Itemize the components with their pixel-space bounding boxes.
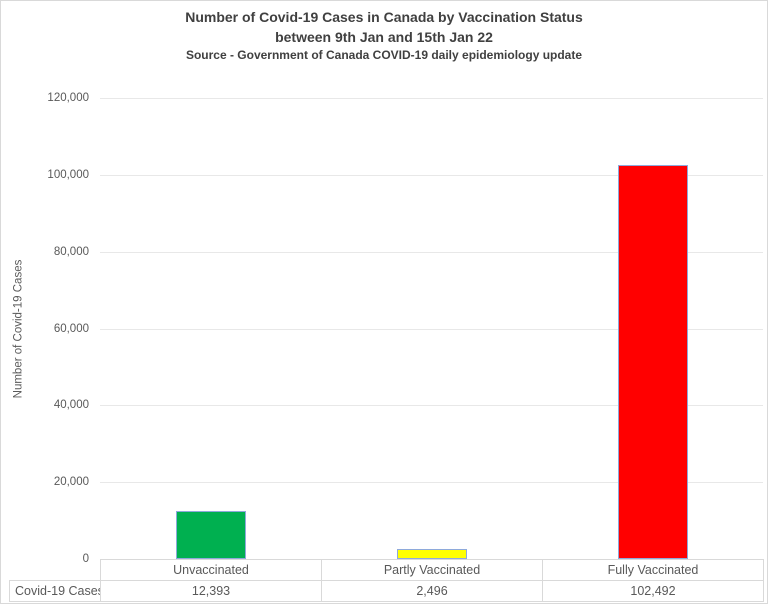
gridline-40000 [100,405,763,406]
gridline-120000 [100,98,763,99]
y-tick-label: 80,000 [53,246,89,258]
table-category-cell-unvaccinated: Unvaccinated [100,559,322,581]
gridline-100000 [100,175,763,176]
y-tick-label: 120,000 [47,92,89,104]
chart-title-line1: Number of Covid-19 Cases in Canada by Va… [185,9,583,25]
table-row-header: Covid-19 Cases [9,580,101,602]
table-category-cell-fully-vaccinated: Fully Vaccinated [542,559,764,581]
chart-title-block: Number of Covid-19 Cases in Canada by Va… [1,7,767,63]
gridline-80000 [100,252,763,253]
table-value-cell-unvaccinated: 12,393 [100,580,322,602]
table-value-cell-fully-vaccinated: 102,492 [542,580,764,602]
y-tick-label: 0 [82,553,89,565]
y-tick-label: 40,000 [53,399,89,411]
bar-partly-vaccinated [397,549,467,559]
table-category-cell-partly-vaccinated: Partly Vaccinated [321,559,543,581]
y-tick-label: 100,000 [47,169,89,181]
y-tick-label: 60,000 [53,323,89,335]
y-tick-label: 20,000 [53,476,89,488]
table-value-cell-partly-vaccinated: 2,496 [321,580,543,602]
bar-fully-vaccinated [618,165,688,559]
bar-unvaccinated [176,511,246,559]
gridline-60000 [100,329,763,330]
chart-title-line2: between 9th Jan and 15th Jan 22 [275,29,493,45]
gridline-20000 [100,482,763,483]
chart-source-note: Source - Government of Canada COVID-19 d… [185,48,583,62]
